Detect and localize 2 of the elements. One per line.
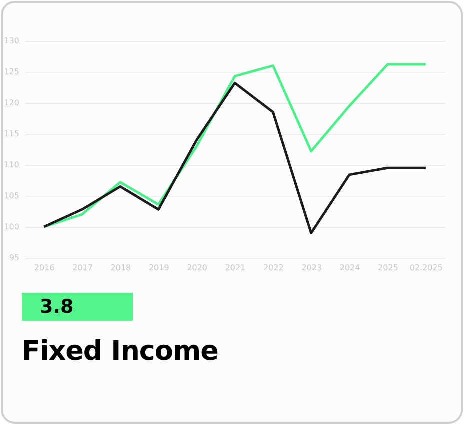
text: 3.8 xyxy=(22,293,133,321)
text: Fixed Income xyxy=(22,336,218,367)
